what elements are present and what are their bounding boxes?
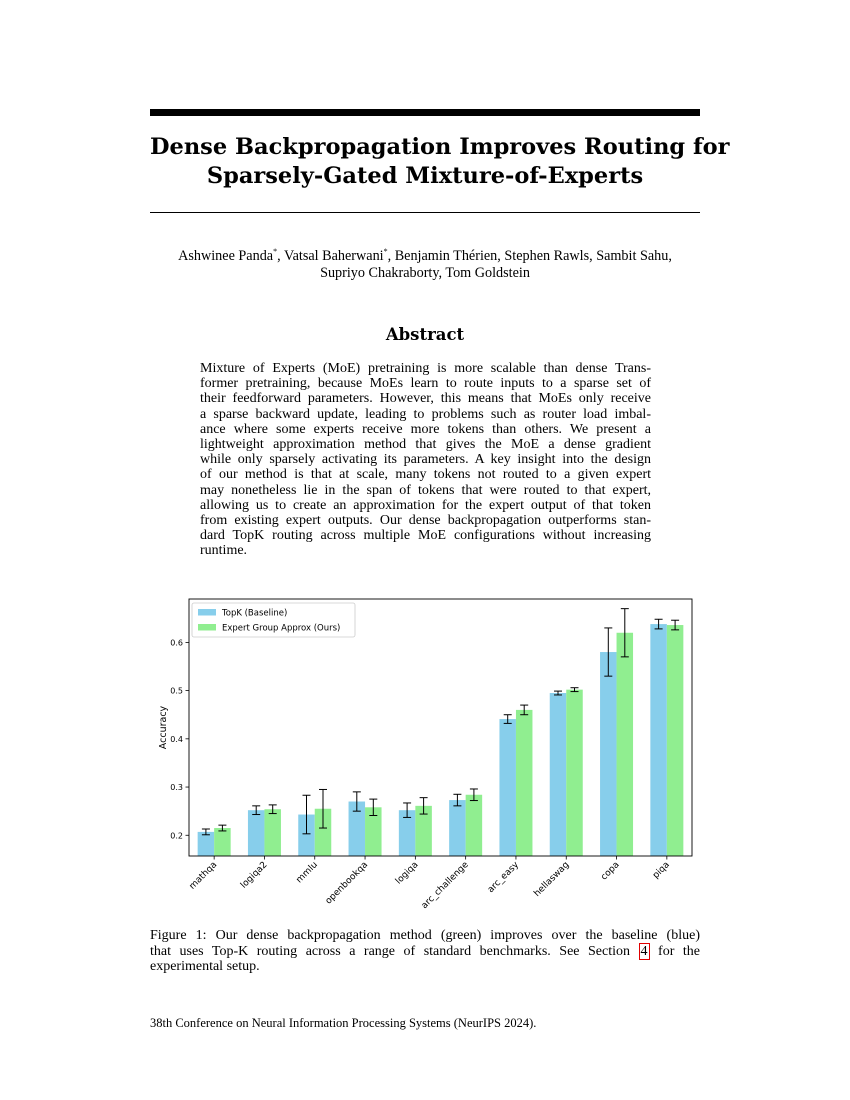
author-line-1: Ashwinee Panda*, Vatsal Baherwani*, Benj… [178, 247, 672, 265]
legend-swatch [198, 609, 216, 616]
x-tick-label: copa [599, 860, 621, 882]
figure-1: mathqa logiqa2 mmlu openbookqa logiqa arc_cha… [150, 590, 700, 920]
bar-ours [214, 828, 231, 856]
bar-baseline [298, 814, 315, 856]
x-tick-label: mathqa [188, 860, 220, 892]
abstract-line: Mixture of Experts (MoE) pretraining is … [200, 361, 651, 376]
y-axis-label: Accuracy [158, 705, 169, 749]
x-tick-label: mmlu [295, 860, 320, 885]
bar-ours [415, 805, 432, 856]
y-tick-label: 0.3 [170, 783, 183, 792]
x-tick-label: arc_challenge [420, 860, 471, 911]
bar-ours [616, 632, 634, 856]
bar-baseline [398, 810, 416, 856]
legend-label: Expert Group Approx (Ours) [222, 624, 340, 634]
bar-baseline [247, 810, 265, 856]
abstract-line: runtime. [200, 543, 248, 559]
legend-box [191, 602, 356, 638]
abstract-heading: Abstract [385, 325, 465, 344]
abstract-line: former pretraining, because MoEs learn t… [200, 376, 651, 392]
conference-footer: 38th Conference on Neural Information Pr… [150, 1016, 537, 1030]
abstract-line: of our method is that at scale, many tok… [200, 467, 651, 483]
bar-baseline [197, 831, 215, 856]
caption-line-1: Figure 1: Our dense backpropagation meth… [150, 928, 700, 943]
section-reference-link[interactable]: 4 [638, 942, 650, 960]
y-tick-label: 0.6 [170, 638, 183, 647]
bar-baseline [650, 624, 667, 856]
title-bottom-rule [150, 212, 700, 213]
bar-baseline [348, 801, 366, 856]
author-name: Vatsal Baherwani [283, 248, 384, 264]
y-tick-label: 0.2 [170, 831, 183, 840]
abstract-line: lightweight approximation method that gi… [200, 436, 651, 452]
abstract-line: dard TopK routing across multiple MoE co… [200, 528, 651, 544]
abstract-line: allowing us to create an approximation f… [200, 497, 651, 513]
author-name: Ashwinee Panda [178, 248, 274, 264]
x-tick-label: logiqa2 [239, 860, 270, 891]
abstract-line: from existing expert outputs. Our dense … [200, 512, 651, 528]
caption-text: that uses Top-K routing across a range o… [150, 943, 639, 959]
plot-frame [188, 598, 693, 857]
caption-line-2: that uses Top-K routing across a range o… [150, 942, 700, 960]
legend-label: TopK (Baseline) [221, 609, 287, 619]
title-line-2: Sparsely-Gated Mixture-of-Experts [206, 163, 644, 189]
bar-ours [465, 794, 483, 856]
bar-chart: mathqa logiqa2 mmlu openbookqa logiqa arc_cha… [158, 598, 693, 911]
caption-line-3: experimental setup. [150, 959, 260, 974]
x-tick-label: arc_easy [486, 860, 522, 896]
x-tick-label: logiqa [394, 860, 420, 886]
y-tick-label: 0.4 [170, 735, 183, 744]
figure-caption: Figure 1: Our dense backpropagation meth… [150, 928, 700, 975]
author-name: Sambit Sahu [596, 248, 669, 264]
bar-ours [666, 625, 684, 856]
author-name: Tom Goldstein [445, 265, 530, 281]
caption-text: for the [649, 943, 700, 959]
bar-baseline [499, 719, 516, 856]
author-name: Supriyo Chakraborty [320, 265, 439, 281]
paper-title: Dense Backpropagation Improves Routing f… [150, 133, 730, 191]
abstract-line: ance where some experts receive more tok… [200, 421, 651, 437]
bar-ours [264, 809, 281, 856]
title-top-rule [150, 109, 700, 116]
y-tick-label: 0.5 [170, 687, 183, 696]
bar-ours [566, 689, 583, 856]
abstract-body: Mixture of Experts (MoE) pretraining is … [200, 361, 651, 558]
bar-ours [515, 709, 533, 856]
x-tick-label: piqa [651, 860, 672, 881]
bar-baseline [449, 800, 466, 856]
x-tick-label: openbookqa [324, 860, 370, 906]
title-line-1: Dense Backpropagation Improves Routing f… [150, 134, 730, 160]
abstract-line: may nonetheless lie in the span of token… [200, 482, 651, 498]
author-name: Benjamin Thérien [394, 248, 498, 264]
abstract-line: their feedforward parameters. However, t… [200, 391, 651, 407]
author-marker: * [273, 247, 278, 256]
author-list: Ashwinee Panda*, Vatsal Baherwani*, Benj… [140, 248, 710, 282]
bar-baseline [549, 693, 567, 856]
author-line-2: Supriyo Chakraborty, Tom Goldstein [320, 265, 530, 281]
bar-ours [365, 807, 382, 856]
abstract-line: while only sparsely activating its param… [200, 452, 651, 468]
abstract-line: a sparse backward update, leading to pro… [200, 406, 651, 422]
bar-baseline [600, 652, 617, 856]
legend-swatch [198, 624, 216, 631]
bar-ours [314, 808, 332, 856]
author-marker: * [383, 247, 388, 256]
x-tick-label: hellaswag [532, 860, 571, 899]
author-name: Stephen Rawls [504, 248, 590, 264]
